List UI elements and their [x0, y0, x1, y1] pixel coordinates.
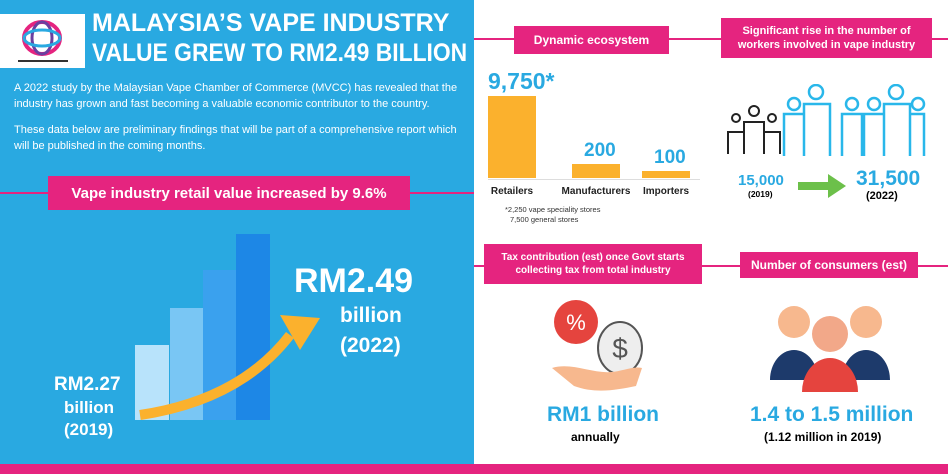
tax-money-icon: % $ [552, 300, 643, 391]
category-label: Retailers [490, 186, 534, 197]
workers-2022-value: 31,500 [856, 167, 921, 190]
ecosystem-banner: Dynamic ecosystem [514, 26, 669, 54]
bar-retailers [488, 96, 536, 178]
end-year: (2022) [340, 334, 401, 357]
page-title-line1: MALAYSIA’S VAPE INDUSTRY [92, 9, 450, 37]
mvcc-logo [0, 14, 85, 68]
divider [474, 38, 948, 40]
workers-people-icon [727, 84, 926, 156]
workers-2022-year: (2022) [866, 190, 898, 202]
end-value: RM2.49 [294, 262, 414, 300]
bar-manufacturers [572, 164, 620, 178]
arrow-right-icon [798, 174, 846, 198]
footnote-2: 7,500 general stores [510, 215, 579, 224]
workers-banner: Significant rise in the number of worker… [721, 18, 932, 58]
category-label: Importers [642, 186, 690, 197]
svg-text:$: $ [612, 333, 628, 364]
start-year: (2019) [64, 420, 114, 439]
intro-text: A 2022 study by the Malaysian Vape Chamb… [14, 80, 469, 164]
bottom-strip [0, 464, 948, 474]
bar-value-label: 9,750* [488, 68, 555, 94]
bar-value-label: 100 [654, 147, 686, 168]
consumers-people-icon [770, 306, 890, 392]
footnote-1: *2,250 vape speciality stores [505, 205, 601, 214]
consumers-note: (1.12 million in 2019) [764, 430, 882, 444]
page-title-line2: VALUE GREW TO RM2.49 BILLION [92, 39, 468, 67]
bar-value-label: 200 [584, 140, 616, 161]
category-label: Manufacturers [561, 186, 631, 197]
tax-banner: Tax contribution (est) once Govt starts … [484, 244, 702, 284]
growth-bars-graphic [135, 234, 320, 420]
consumers-banner: Number of consumers (est) [740, 252, 918, 278]
bar-importers [642, 171, 690, 178]
consumers-value: 1.4 to 1.5 million [750, 403, 914, 426]
tax-value: RM1 billion [547, 403, 659, 426]
retail-banner: Vape industry retail value increased by … [48, 176, 410, 210]
start-unit: billion [64, 398, 115, 417]
svg-text:%: % [566, 310, 586, 335]
workers-2019-value: 15,000 [738, 172, 784, 189]
ecosystem-chart: 9,750* Retailers 200 Manufacturers 100 Import… [486, 68, 716, 220]
workers-2019-year: (2019) [748, 189, 773, 199]
intro-paragraph: A 2022 study by the Malaysian Vape Chamb… [14, 82, 458, 110]
tax-period: annually [571, 430, 620, 444]
chart-baseline [488, 179, 700, 180]
end-unit: billion [340, 304, 402, 327]
divider [474, 265, 948, 267]
intro-paragraph-2: These data below are preliminary finding… [14, 124, 457, 152]
start-value: RM2.27 [54, 374, 121, 395]
